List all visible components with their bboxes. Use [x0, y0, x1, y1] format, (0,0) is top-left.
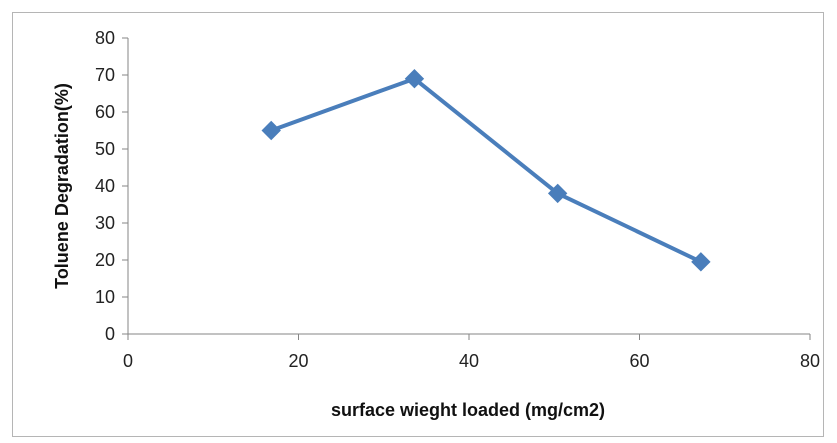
y-tick-label: 0 [105, 324, 115, 344]
x-tick-label: 20 [288, 351, 308, 371]
data-point-marker [404, 68, 425, 89]
x-tick-label: 80 [800, 351, 820, 371]
data-point-marker [261, 120, 281, 141]
y-tick-label: 20 [95, 250, 115, 270]
y-tick-label: 10 [95, 287, 115, 307]
y-tick-label: 30 [95, 213, 115, 233]
x-tick-label: 40 [459, 351, 479, 371]
y-tick-label: 80 [95, 28, 115, 48]
x-tick-label: 60 [629, 351, 649, 371]
series-line [270, 76, 702, 264]
y-tick-label: 70 [95, 65, 115, 85]
y-tick-label: 60 [95, 102, 115, 122]
x-axis-title: surface wieght loaded (mg/cm2) [331, 400, 605, 420]
series-layer [261, 68, 711, 272]
data-point-marker [691, 252, 711, 272]
y-tick-label: 50 [95, 139, 115, 159]
y-tick-label: 40 [95, 176, 115, 196]
y-axis-title: Toluene Degradation(%) [52, 83, 72, 289]
data-point-marker [547, 183, 568, 204]
tick-labels: 0 10 20 30 40 50 60 70 80 0 20 40 60 80 [95, 28, 820, 371]
axes [122, 37, 811, 340]
x-tick-label: 0 [123, 351, 133, 371]
